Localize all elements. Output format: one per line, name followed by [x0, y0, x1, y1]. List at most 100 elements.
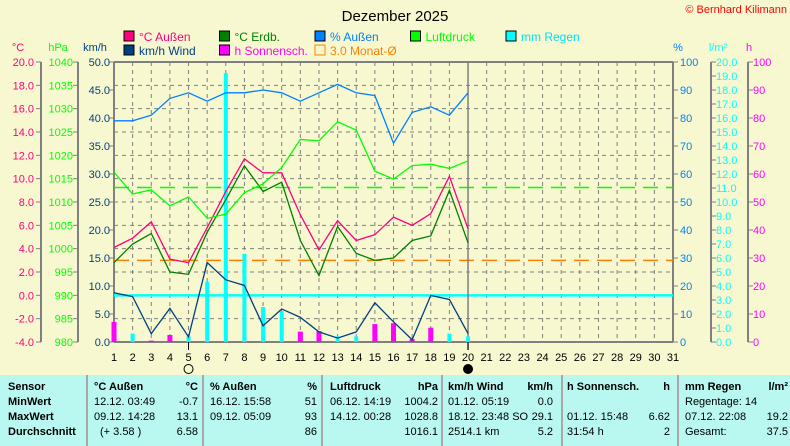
rain-tick-label: 16.0 [716, 113, 737, 125]
day-label: 14 [350, 352, 362, 364]
sun-tick-label: 10 [753, 309, 765, 321]
day-label: 29 [630, 352, 642, 364]
sun-header: h Sonnensch. [567, 381, 640, 393]
sunshine-bar [148, 340, 154, 342]
pressure-tick-label: 1030 [49, 104, 73, 116]
day-label: 19 [443, 352, 455, 364]
rain-tick-label: 19.0 [716, 71, 737, 83]
day-label: 8 [241, 352, 247, 364]
hum-header: % Außen [210, 381, 257, 393]
pressure-tick-label: 1040 [49, 57, 73, 69]
temp-tick-label: -2.0 [15, 314, 34, 326]
row-label-avg: Durchschnitt [8, 426, 76, 438]
temp-tick-label: -4.0 [15, 337, 34, 349]
legend-swatch [314, 30, 326, 42]
sunshine-bar [297, 331, 303, 342]
wind-max-time: 18.12. 23:48 SO [448, 411, 529, 423]
rain-bar [447, 333, 452, 342]
day-label: 9 [260, 352, 266, 364]
temp-min-time: 12.12. 03:49 [94, 396, 156, 408]
temp-tick-label: 6.0 [19, 220, 34, 232]
rain-tick-label: 5.0 [716, 267, 731, 279]
rain-tick-label: 17.0 [716, 99, 737, 111]
pressure-axis-unit: hPa [48, 42, 68, 54]
rain-tick-label: 3.0 [716, 295, 731, 307]
humidity-tick-label: 100 [680, 57, 698, 69]
humidity-tick-label: 90 [680, 85, 692, 97]
rain-tick-label: 9.0 [716, 211, 731, 223]
rain-unit: l/m² [768, 381, 788, 393]
wind-avg: 5.2 [537, 426, 553, 438]
temp-tick-label: 14.0 [13, 127, 34, 139]
rain-bar [223, 73, 228, 342]
temp-axis-unit: °C [12, 42, 24, 54]
rain-bar [466, 336, 471, 342]
press-header: Luftdruck [330, 381, 381, 393]
wind-tick-label: 40.0 [89, 113, 110, 125]
rain-tick-label: 8.0 [716, 225, 731, 237]
day-label: 4 [167, 352, 173, 364]
legend-label: °C Außen [139, 30, 191, 44]
sun-tick-label: 0 [753, 337, 759, 349]
legend-swatch [505, 30, 517, 42]
sun-tick-label: 20 [753, 281, 765, 293]
day-label: 20 [462, 352, 474, 364]
legend-label: % Außen [330, 30, 379, 44]
pressure-tick-label: 990 [55, 290, 73, 302]
legend-label: h Sonnensch. [235, 44, 308, 58]
day-label: 7 [223, 352, 229, 364]
rain-header: mm Regen [685, 381, 742, 393]
wind-tick-label: 20.0 [89, 225, 110, 237]
rain-bar [130, 333, 135, 342]
press-unit: hPa [417, 381, 438, 393]
temp-unit: °C [185, 381, 198, 393]
temp-tick-label: 12.0 [13, 150, 34, 162]
legend-label: mm Regen [521, 30, 580, 44]
day-label: 3 [148, 352, 154, 364]
sun-avg: 2 [663, 426, 670, 438]
temp-max: 13.1 [176, 411, 198, 423]
humidity-tick-label: 30 [680, 253, 692, 265]
sunshine-bar [372, 324, 378, 342]
row-label-sensor: Sensor [8, 381, 46, 393]
pressure-line [113, 120, 469, 220]
legend-swatch [123, 44, 135, 56]
temp-min: -0.7 [179, 396, 198, 408]
sun-axis-unit: h [746, 42, 752, 54]
humidity-tick-label: 80 [680, 113, 692, 125]
rain-tick-label: 11.0 [716, 183, 737, 195]
humidity-tick-label: 60 [680, 169, 692, 181]
humidity-tick-label: 10 [680, 309, 692, 321]
pressure-tick-label: 1000 [49, 244, 73, 256]
press-min-time: 06.12. 14:19 [330, 396, 392, 408]
sun-tick-label: 80 [753, 113, 765, 125]
hum-min-time: 16.12. 15:58 [210, 396, 272, 408]
day-label: 18 [425, 352, 437, 364]
pressure-tick-label: 1010 [49, 197, 73, 209]
temp-tick-label: 18.0 [13, 80, 34, 92]
chart-marks [111, 62, 673, 374]
wind-header: km/h Wind [448, 381, 504, 393]
hum-max-time: 09.12. 05:09 [210, 411, 272, 423]
rain-tick-label: 10.0 [716, 197, 737, 209]
day-label: 31 [667, 352, 679, 364]
pressure-tick-label: 1005 [49, 220, 73, 232]
new-moon-icon [463, 364, 474, 374]
day-label: 13 [331, 352, 343, 364]
rain-max-time: 07.12. 22:08 [685, 411, 747, 423]
sunshine-bar [391, 323, 396, 342]
wind-unit: km/h [527, 381, 553, 393]
temp-max-time: 09.12. 14:28 [94, 411, 156, 423]
legend-swatch [123, 30, 135, 42]
wind-tick-label: 45.0 [89, 85, 110, 97]
day-label: 21 [481, 352, 493, 364]
weather-chart: Dezember 2025 © Bernhard Kilimann °C Auß… [12, 4, 787, 374]
rain-total: 37.5 [766, 426, 788, 438]
statistics-table: Sensor MinWert MaxWert Durchschnitt °C A… [0, 375, 790, 446]
copyright: © Bernhard Kilimann [685, 4, 787, 16]
humidity-tick-label: 70 [680, 141, 692, 153]
rain-tick-label: 13.0 [716, 155, 737, 167]
sunshine-bar [428, 327, 434, 342]
legend-label: °C Erdb. [235, 30, 280, 44]
legend-swatch [410, 30, 421, 42]
